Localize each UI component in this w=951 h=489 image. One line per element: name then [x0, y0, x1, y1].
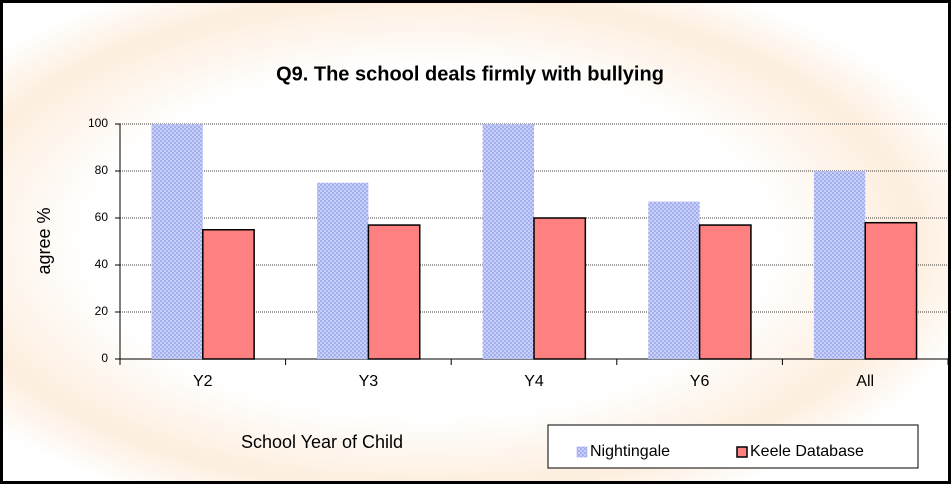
bar: [533, 217, 587, 360]
y-axis-label: agree %: [34, 207, 54, 274]
legend-swatch: [576, 446, 588, 458]
legend-box: [547, 424, 919, 469]
chart-title: Q9. The school deals firmly with bullyin…: [276, 63, 664, 85]
x-tick-label: All: [856, 373, 874, 390]
bar: [367, 224, 421, 360]
y-tick-label: 40: [95, 257, 109, 271]
legend-label: Nightingale: [590, 443, 670, 460]
y-tick-label: 20: [95, 304, 109, 318]
bar: [202, 229, 255, 360]
bar: [317, 182, 369, 359]
y-tick-label: 80: [95, 163, 109, 177]
bar: [698, 224, 752, 360]
bar: [813, 171, 866, 359]
x-tick-label: Y2: [193, 373, 213, 390]
bar: [648, 201, 700, 359]
legend-swatch: [736, 446, 748, 458]
legend-label: Keele Database: [750, 443, 864, 460]
x-tick-label: Y3: [359, 373, 379, 390]
y-tick-label: 0: [101, 351, 108, 365]
x-tick-label: Y6: [690, 373, 710, 390]
bar: [482, 124, 534, 359]
x-tick-label: Y4: [524, 373, 544, 390]
y-tick-label: 60: [95, 210, 109, 224]
bar: [151, 124, 203, 359]
y-tick-label: 100: [88, 116, 108, 130]
bar: [864, 221, 918, 360]
x-axis-label: School Year of Child: [241, 432, 403, 452]
